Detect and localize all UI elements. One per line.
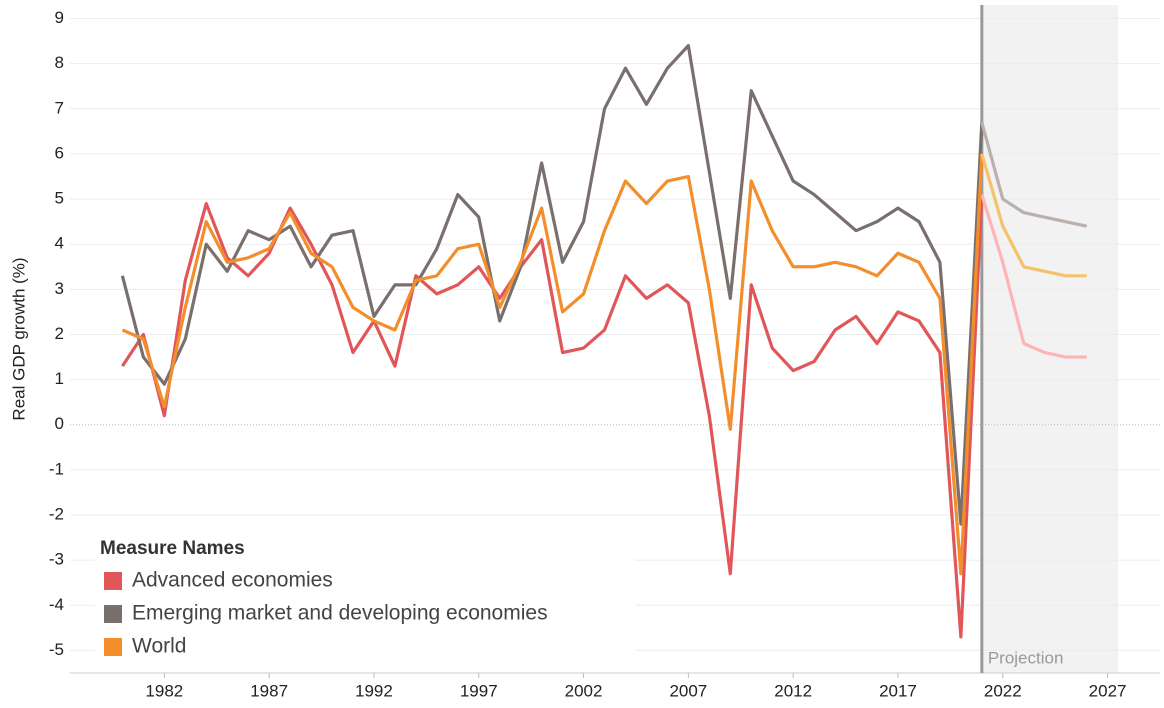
y-tick-label: -1 — [49, 459, 64, 478]
x-tick-label: 2017 — [879, 681, 917, 700]
x-tick-label: 1987 — [250, 681, 288, 700]
x-tick-label: 1997 — [460, 681, 498, 700]
legend: Measure Names Advanced economies Emerging … — [95, 533, 635, 668]
legend-swatch — [104, 605, 122, 623]
y-tick-label: -2 — [49, 505, 64, 524]
legend-label: Advanced economies — [132, 569, 333, 592]
y-tick-label: -4 — [49, 595, 64, 614]
y-tick-label: 1 — [55, 369, 64, 388]
x-tick-label: 1992 — [355, 681, 393, 700]
y-tick-label: -5 — [49, 640, 64, 659]
y-tick-label: 3 — [55, 279, 64, 298]
projection-area — [981, 5, 1119, 673]
y-tick-label: 2 — [55, 324, 64, 343]
legend-title: Measure Names — [100, 538, 245, 559]
legend-label: Emerging market and developing economies — [132, 602, 548, 625]
projection-label: Projection — [988, 648, 1064, 667]
legend-swatch — [104, 572, 122, 590]
projection-series-line — [980, 121, 1087, 228]
y-tick-label: 9 — [55, 8, 64, 27]
legend-swatch — [104, 638, 122, 656]
projection-series-line — [980, 153, 1087, 278]
y-axis-label: Real GDP growth (%) — [9, 257, 28, 420]
y-tick-label: -3 — [49, 550, 64, 569]
series-line — [121, 153, 984, 576]
legend-label: World — [132, 635, 186, 658]
legend-background — [95, 533, 635, 668]
series-line — [121, 194, 984, 639]
y-tick-label: 6 — [55, 143, 64, 162]
projection-series-line — [980, 194, 1087, 359]
y-tick-label: 8 — [55, 53, 64, 72]
x-tick-label: 2002 — [565, 681, 603, 700]
x-tick-label: 2012 — [774, 681, 812, 700]
x-tick-label: 2027 — [1089, 681, 1127, 700]
series-line — [120, 44, 984, 526]
x-tick-label: 1982 — [145, 681, 183, 700]
y-tick-label: 7 — [55, 98, 64, 117]
x-tick-label: 2022 — [984, 681, 1022, 700]
x-tick-label: 2007 — [669, 681, 707, 700]
y-tick-label: 5 — [55, 189, 64, 208]
y-tick-label: 4 — [55, 234, 64, 253]
y-tick-label: 0 — [55, 414, 64, 433]
